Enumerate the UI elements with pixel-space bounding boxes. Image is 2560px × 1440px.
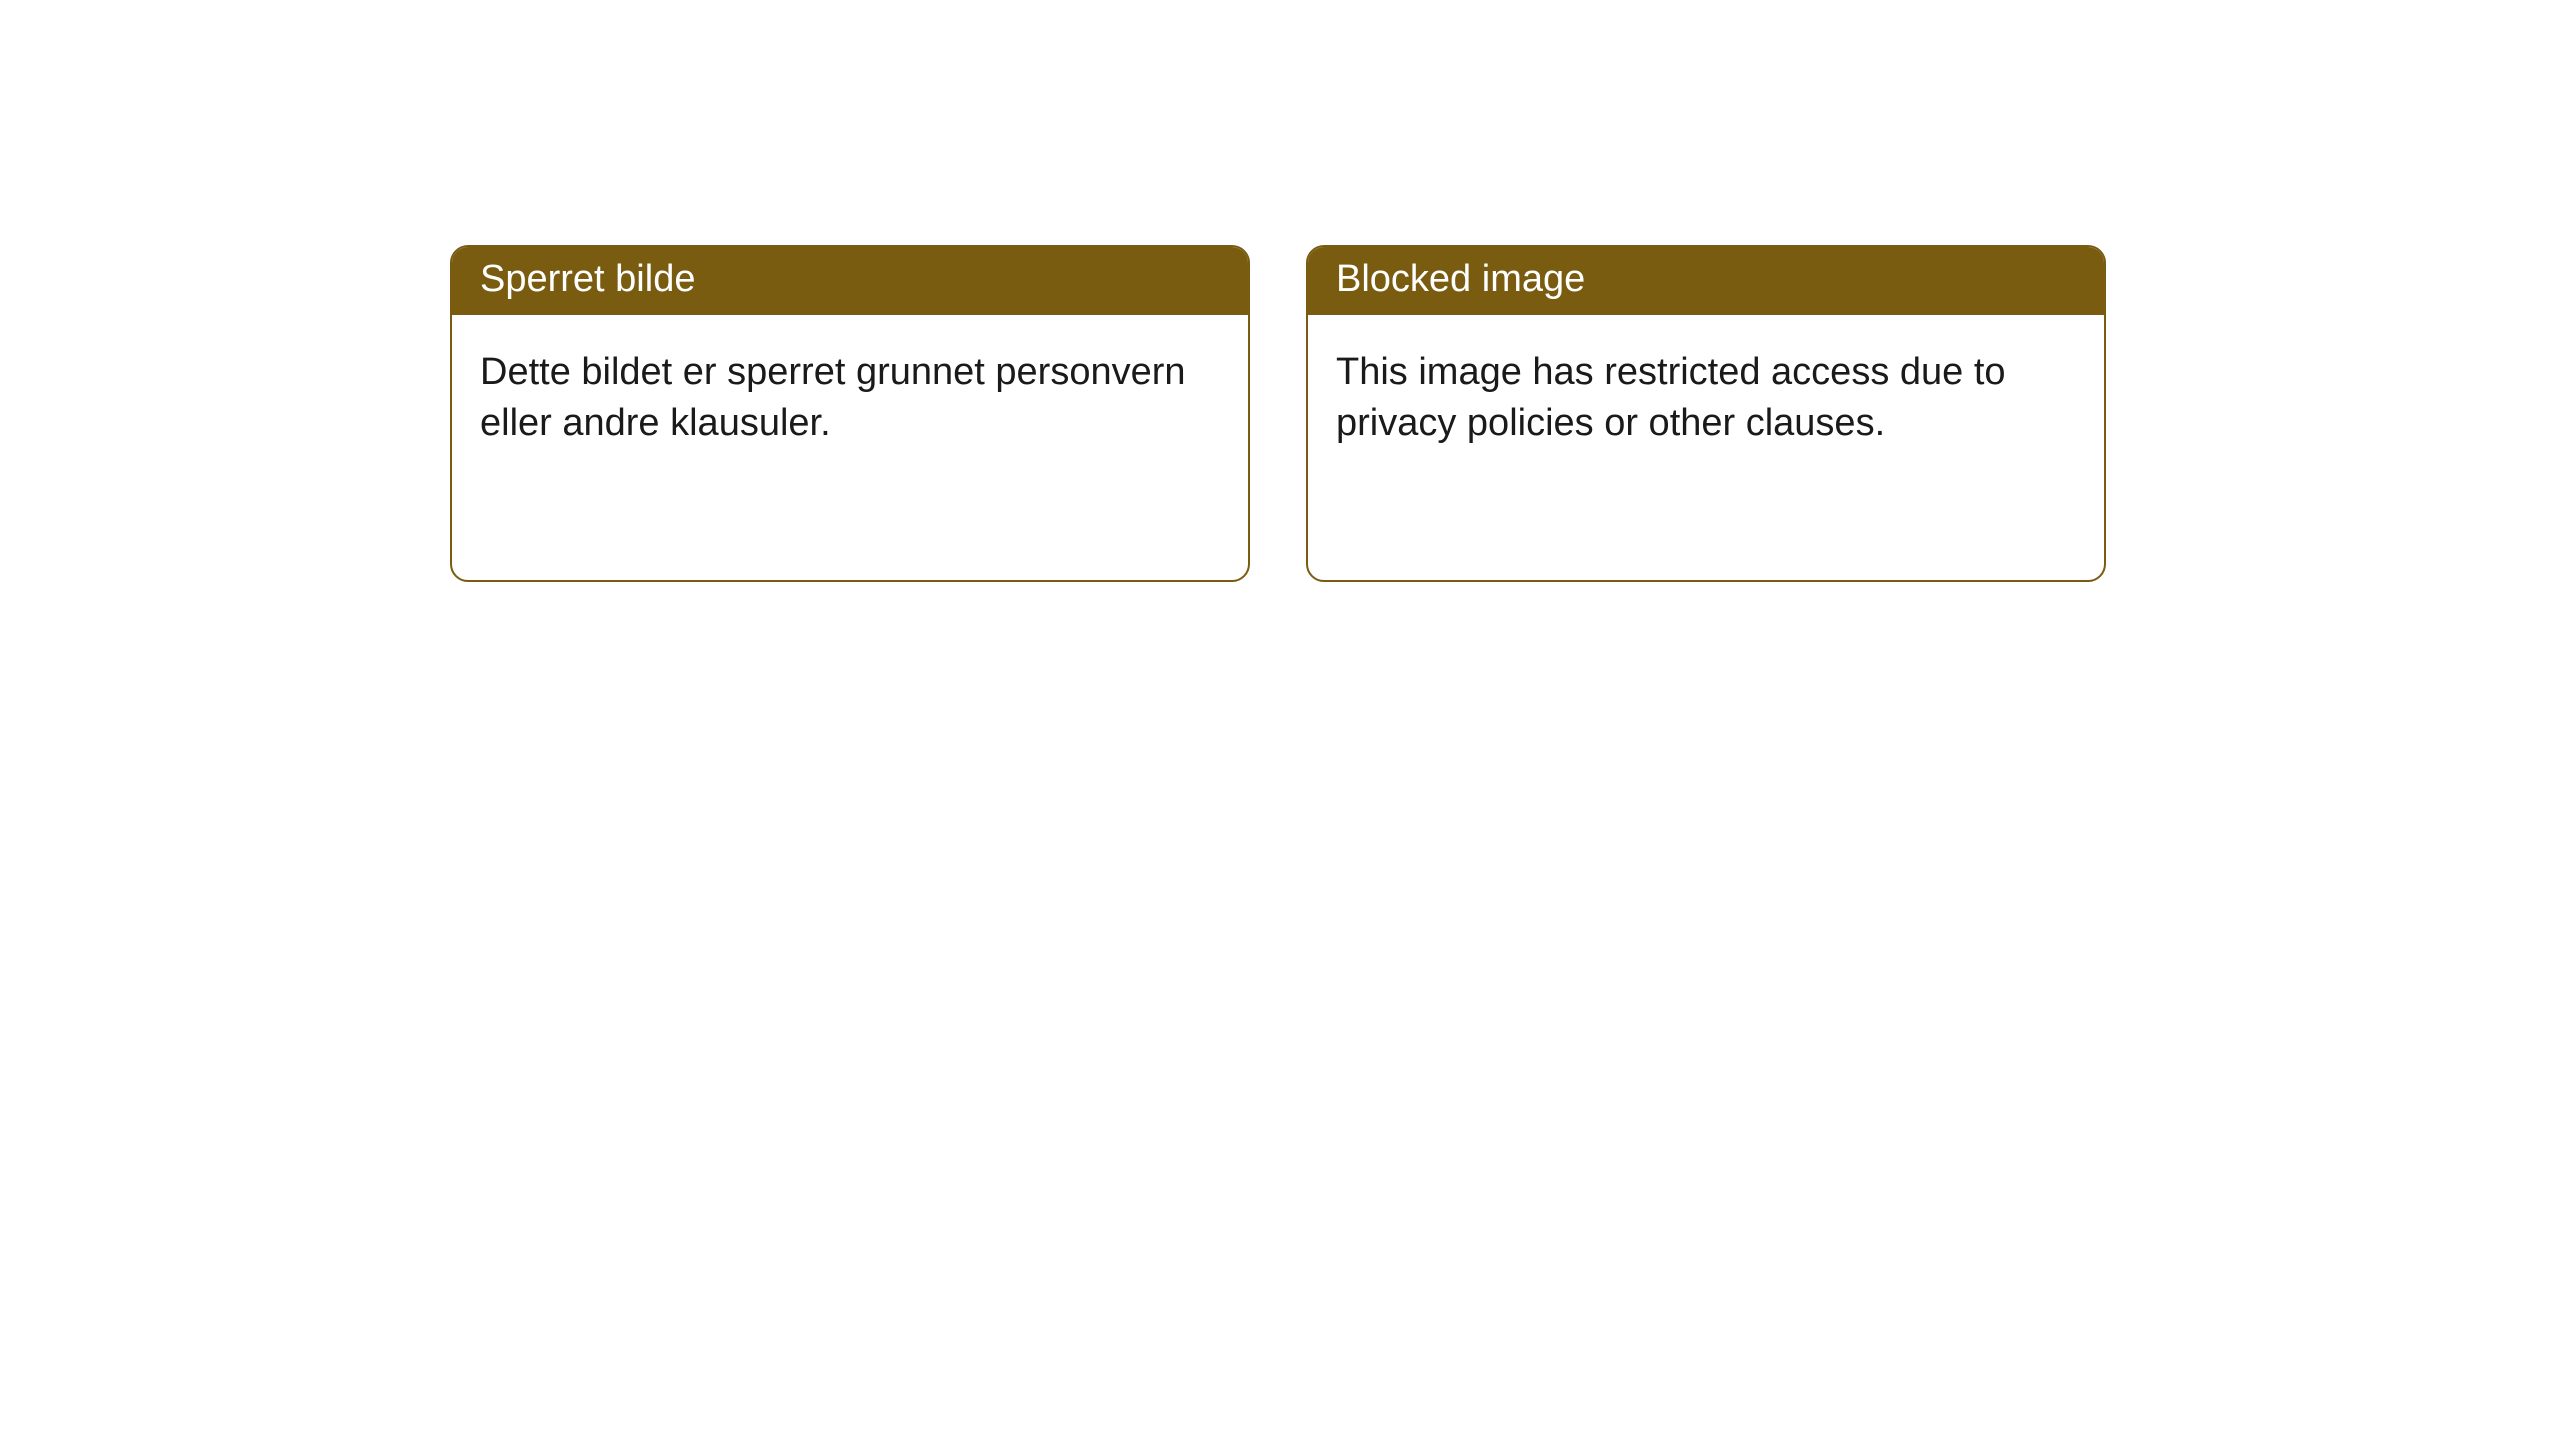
card-body-no: Dette bildet er sperret grunnet personve… — [452, 315, 1248, 482]
card-title-no: Sperret bilde — [452, 247, 1248, 315]
card-title-en: Blocked image — [1308, 247, 2104, 315]
blocked-image-card-no: Sperret bilde Dette bildet er sperret gr… — [450, 245, 1250, 582]
card-container: Sperret bilde Dette bildet er sperret gr… — [450, 245, 2106, 582]
card-body-en: This image has restricted access due to … — [1308, 315, 2104, 482]
blocked-image-card-en: Blocked image This image has restricted … — [1306, 245, 2106, 582]
